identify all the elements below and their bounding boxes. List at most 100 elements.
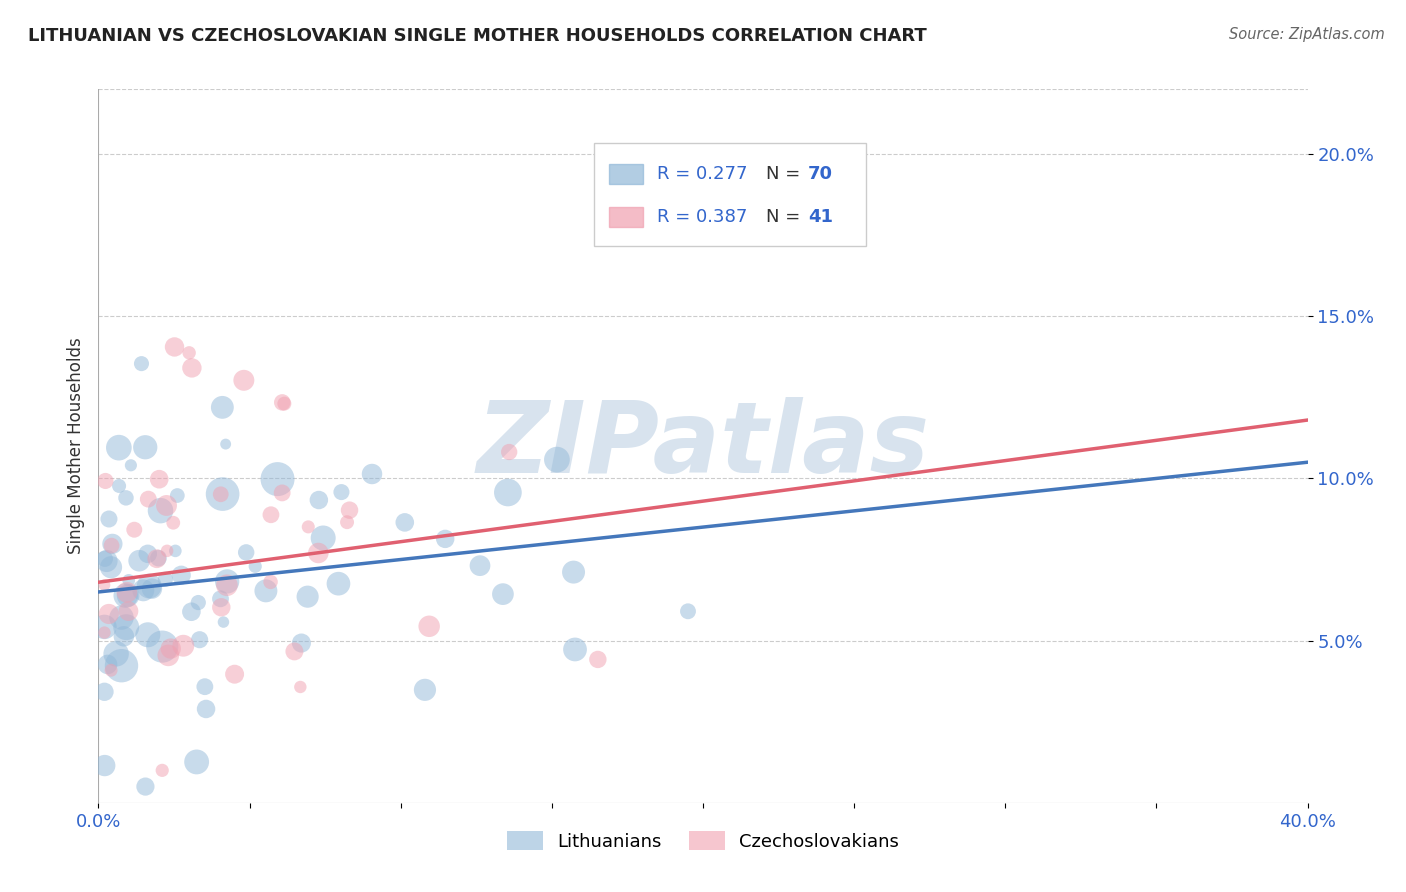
Point — [297, 520, 319, 534]
Text: Source: ZipAtlas.com: Source: ZipAtlas.com — [1229, 27, 1385, 42]
Point — [97, 512, 120, 526]
Point — [209, 591, 232, 606]
Point — [141, 582, 163, 596]
Point — [260, 508, 283, 522]
Point — [271, 395, 294, 409]
Point — [283, 644, 305, 658]
Point — [124, 523, 146, 537]
Point — [93, 685, 115, 699]
Point — [496, 485, 519, 500]
Legend: Lithuanians, Czechoslovakians: Lithuanians, Czechoslovakians — [499, 824, 907, 858]
Text: 41: 41 — [808, 208, 834, 227]
Point — [586, 652, 609, 666]
Point — [108, 441, 131, 455]
Point — [307, 546, 329, 560]
Point — [100, 539, 122, 553]
Point — [146, 551, 169, 566]
Point — [468, 558, 491, 573]
Text: R = 0.387: R = 0.387 — [657, 208, 748, 227]
Point — [546, 452, 568, 467]
Point — [93, 578, 115, 592]
Point — [434, 532, 457, 546]
Point — [217, 574, 239, 589]
Point — [96, 554, 118, 568]
Point — [328, 576, 350, 591]
Point — [166, 489, 188, 503]
Point — [180, 360, 202, 375]
Point — [134, 440, 156, 454]
Point — [115, 491, 138, 505]
Point — [100, 663, 122, 677]
Point — [117, 604, 139, 618]
Point — [271, 486, 294, 500]
Point — [209, 487, 232, 501]
Point — [131, 357, 153, 371]
Point — [155, 499, 177, 513]
Point — [394, 516, 416, 530]
Point — [115, 585, 138, 599]
Point — [97, 657, 120, 672]
Point — [108, 479, 131, 493]
Point — [214, 437, 236, 451]
Point — [312, 531, 335, 545]
Point — [136, 492, 159, 507]
Point — [170, 568, 193, 582]
Point — [330, 485, 353, 500]
Point — [100, 560, 122, 574]
Point — [150, 640, 173, 654]
Point — [215, 578, 238, 592]
Text: 70: 70 — [808, 165, 834, 183]
Point — [172, 639, 194, 653]
Point — [498, 445, 520, 459]
Point — [413, 682, 436, 697]
Point — [224, 667, 246, 681]
Point — [564, 642, 586, 657]
Point — [297, 590, 319, 604]
Text: ZIPatlas: ZIPatlas — [477, 398, 929, 494]
Point — [180, 605, 202, 619]
Point — [165, 544, 187, 558]
Text: LITHUANIAN VS CZECHOSLOVAKIAN SINGLE MOTHER HOUSEHOLDS CORRELATION CHART: LITHUANIAN VS CZECHOSLOVAKIAN SINGLE MOT… — [28, 27, 927, 45]
FancyBboxPatch shape — [595, 143, 866, 246]
Point — [93, 620, 115, 634]
Point — [162, 516, 184, 530]
Bar — [609, 164, 643, 184]
Bar — [609, 207, 643, 227]
Point — [211, 401, 233, 415]
Point — [138, 579, 160, 593]
Point — [112, 629, 135, 643]
Point — [93, 758, 115, 772]
Point — [136, 628, 159, 642]
Point — [94, 551, 117, 566]
Point — [93, 625, 115, 640]
Point — [259, 574, 281, 589]
Point — [155, 572, 177, 586]
Point — [134, 780, 156, 794]
Point — [195, 702, 218, 716]
Point — [114, 589, 136, 603]
Point — [290, 680, 312, 694]
Point — [194, 680, 217, 694]
Point — [308, 493, 330, 508]
Point — [290, 636, 312, 650]
Point — [163, 340, 186, 354]
Point — [212, 615, 235, 629]
Point — [148, 551, 170, 566]
Point — [339, 503, 361, 517]
Y-axis label: Single Mother Households: Single Mother Households — [66, 338, 84, 554]
Point — [418, 619, 440, 633]
Text: R = 0.277: R = 0.277 — [657, 165, 748, 183]
Point — [136, 547, 159, 561]
Point — [336, 515, 359, 529]
Text: N =: N = — [766, 165, 800, 183]
Point — [254, 583, 277, 598]
Point — [94, 474, 117, 488]
Point — [492, 587, 515, 601]
Point — [266, 472, 288, 486]
Point — [105, 647, 128, 661]
Point — [159, 641, 181, 656]
Point — [150, 764, 173, 778]
Point — [245, 559, 267, 574]
Point — [97, 607, 120, 621]
Point — [157, 648, 180, 663]
